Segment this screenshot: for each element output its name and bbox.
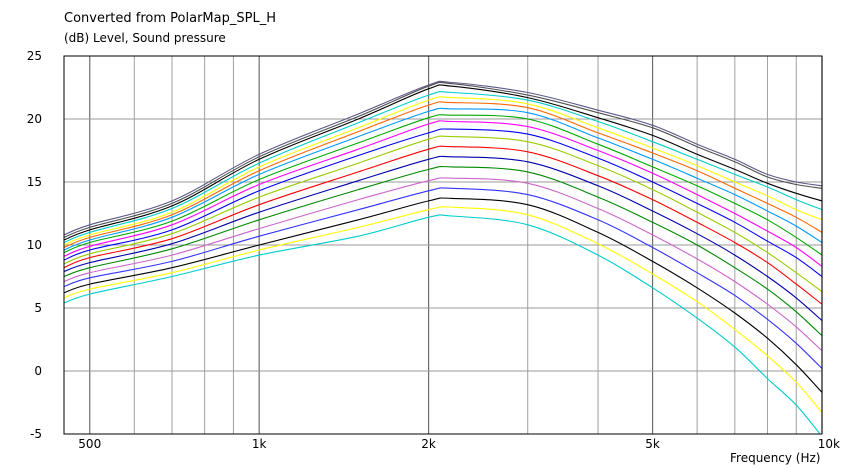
series-line-19 bbox=[64, 214, 821, 434]
y-tick-label: -5 bbox=[30, 427, 42, 441]
series-line-5 bbox=[64, 96, 822, 246]
x-tick-label: 5k bbox=[645, 437, 660, 451]
y-tick-label: 10 bbox=[27, 238, 42, 252]
series-line-18 bbox=[64, 206, 822, 413]
series-line-17 bbox=[64, 197, 822, 393]
y-tick-label: 15 bbox=[27, 175, 42, 189]
x-tick-label: 10k bbox=[818, 437, 840, 451]
series-line-14 bbox=[64, 165, 822, 337]
y-tick-label: 25 bbox=[27, 49, 42, 63]
x-axis-label: Frequency (Hz) bbox=[730, 451, 821, 465]
plot-frame bbox=[63, 55, 823, 435]
x-tick-label: 2k bbox=[421, 437, 436, 451]
series-line-13 bbox=[64, 155, 822, 322]
series-line-1 bbox=[64, 80, 822, 236]
series-line-6 bbox=[64, 101, 822, 249]
series-line-9 bbox=[64, 120, 822, 267]
series-line-8 bbox=[64, 114, 822, 256]
chart-title: Converted from PolarMap_SPL_H bbox=[64, 11, 276, 26]
y-axis-label: (dB) Level, Sound pressure bbox=[64, 31, 226, 45]
y-tick-label: 20 bbox=[27, 112, 42, 126]
x-tick-label: 1k bbox=[252, 437, 267, 451]
series-line-15 bbox=[64, 177, 822, 352]
series-line-4 bbox=[64, 91, 822, 244]
series-line-16 bbox=[64, 187, 822, 369]
y-tick-label: 0 bbox=[34, 364, 42, 378]
series-line-2 bbox=[64, 81, 822, 238]
y-tick-label: 5 bbox=[34, 301, 42, 315]
series-line-3 bbox=[64, 84, 822, 241]
series-line-11 bbox=[64, 135, 822, 293]
series-line-10 bbox=[64, 128, 822, 277]
series-line-7 bbox=[64, 107, 822, 251]
x-tick-label: 500 bbox=[78, 437, 101, 451]
series-line-12 bbox=[64, 145, 822, 305]
